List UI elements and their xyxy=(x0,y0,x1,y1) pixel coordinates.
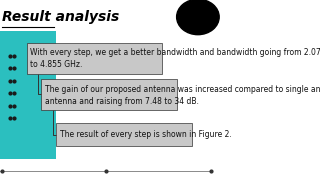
FancyBboxPatch shape xyxy=(27,43,162,74)
Text: Result analysis: Result analysis xyxy=(2,10,119,24)
FancyBboxPatch shape xyxy=(56,123,191,146)
Text: With every step, we get a better bandwidth and bandwidth going from 2.078
to 4.8: With every step, we get a better bandwid… xyxy=(30,48,320,69)
FancyBboxPatch shape xyxy=(42,79,177,110)
FancyBboxPatch shape xyxy=(0,31,56,159)
Circle shape xyxy=(177,0,219,35)
Text: The result of every step is shown in Figure 2.: The result of every step is shown in Fig… xyxy=(60,130,231,139)
Text: The gain of our proposed antenna was increased compared to single and array
ante: The gain of our proposed antenna was inc… xyxy=(45,86,320,106)
